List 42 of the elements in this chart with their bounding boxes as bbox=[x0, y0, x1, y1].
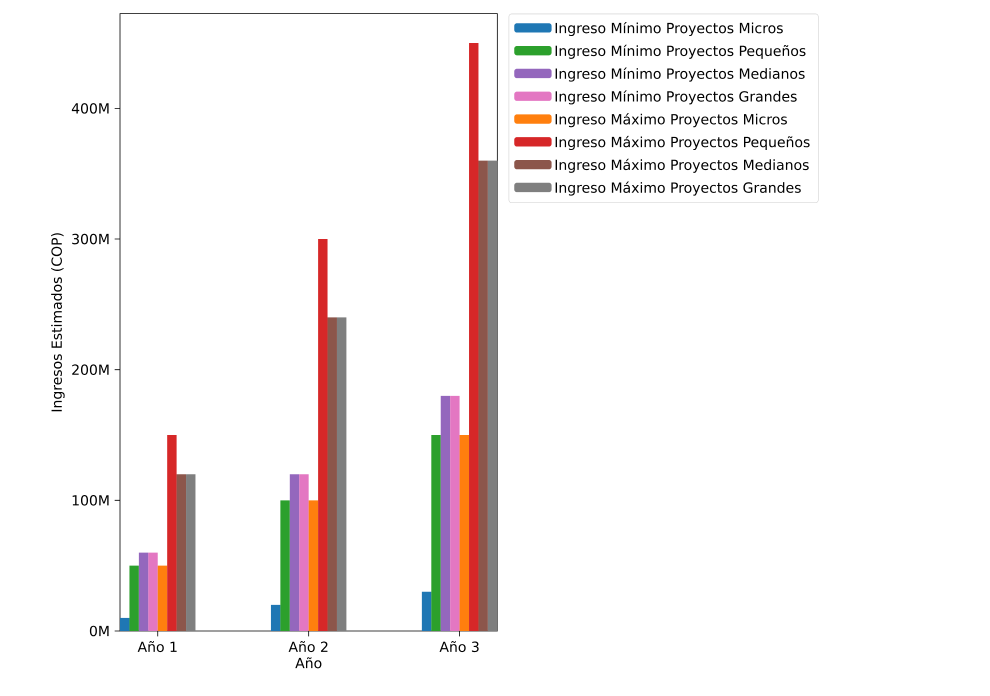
bar bbox=[176, 474, 186, 631]
legend-label: Ingreso Mínimo Proyectos Medianos bbox=[556, 68, 805, 82]
bar bbox=[138, 552, 148, 631]
legend-label: Ingreso Máximo Proyectos Medianos bbox=[556, 158, 809, 173]
bar bbox=[478, 160, 488, 631]
bar bbox=[469, 43, 478, 631]
bar bbox=[167, 435, 177, 631]
x-tick-label: Año 2 bbox=[288, 641, 328, 652]
bar bbox=[328, 317, 337, 631]
bar bbox=[460, 435, 470, 631]
legend-label: Ingreso Máximo Proyectos Micros bbox=[556, 113, 787, 128]
y-axis-title: Ingresos Estimados (COP) bbox=[51, 233, 65, 412]
bar bbox=[158, 566, 168, 631]
bar bbox=[336, 317, 346, 631]
bar bbox=[440, 396, 450, 631]
bar bbox=[431, 435, 441, 631]
bar bbox=[280, 500, 290, 631]
x-axis-title: Año bbox=[295, 657, 322, 668]
bar bbox=[148, 552, 158, 631]
y-tick-label: 0M bbox=[90, 626, 109, 636]
bar bbox=[318, 239, 328, 631]
bar bbox=[422, 592, 432, 631]
bar bbox=[120, 618, 130, 631]
legend-label: Ingreso Máximo Proyectos Pequeños bbox=[556, 136, 810, 150]
bar bbox=[186, 474, 196, 631]
legend-label: Ingreso Mínimo Proyectos Micros bbox=[556, 22, 783, 36]
x-tick-label: Año 1 bbox=[138, 641, 177, 652]
y-tick-label: 300M bbox=[72, 234, 109, 244]
bar bbox=[299, 474, 309, 631]
legend-label: Ingreso Máximo Proyectos Grandes bbox=[556, 182, 801, 196]
bar bbox=[129, 566, 139, 631]
y-tick-label: 200M bbox=[72, 364, 109, 375]
bar bbox=[270, 604, 280, 631]
bar bbox=[450, 396, 460, 631]
legend-label: Ingreso Mínimo Proyectos Grandes bbox=[556, 90, 797, 104]
x-tick-label: Año 3 bbox=[440, 641, 479, 652]
y-tick-label: 400M bbox=[72, 103, 109, 114]
bar bbox=[308, 500, 318, 631]
y-tick-label: 100M bbox=[72, 495, 109, 506]
legend-label: Ingreso Mínimo Proyectos Pequeños bbox=[556, 44, 806, 59]
bar bbox=[290, 474, 300, 631]
bar bbox=[488, 160, 498, 631]
